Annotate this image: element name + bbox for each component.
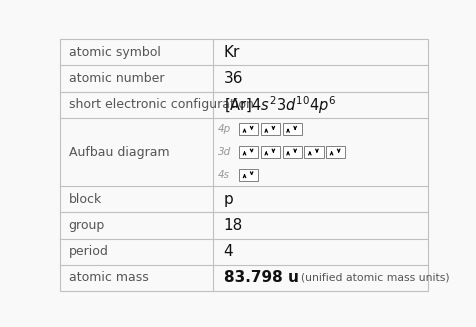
Text: $[\mathrm{Ar}]4s^{2}3d^{10}4p^{6}$: $[\mathrm{Ar}]4s^{2}3d^{10}4p^{6}$ xyxy=(224,94,336,116)
Text: group: group xyxy=(69,219,105,232)
Text: (unified atomic mass units): (unified atomic mass units) xyxy=(301,273,450,283)
Bar xyxy=(261,146,280,158)
Bar xyxy=(239,169,258,181)
Text: 4p: 4p xyxy=(218,124,231,134)
Text: atomic number: atomic number xyxy=(69,72,164,85)
Text: Aufbau diagram: Aufbau diagram xyxy=(69,146,169,159)
Bar xyxy=(261,123,280,135)
Text: 4s: 4s xyxy=(218,170,230,180)
Text: 4: 4 xyxy=(224,244,233,259)
Text: 36: 36 xyxy=(224,71,243,86)
Bar xyxy=(283,146,302,158)
Bar xyxy=(239,146,258,158)
Text: atomic symbol: atomic symbol xyxy=(69,46,160,59)
Text: Kr: Kr xyxy=(224,45,240,60)
Bar xyxy=(239,123,258,135)
Text: block: block xyxy=(69,193,102,206)
Text: short electronic configuration: short electronic configuration xyxy=(69,98,254,111)
Bar xyxy=(283,123,302,135)
Text: 3d: 3d xyxy=(218,147,231,157)
Text: period: period xyxy=(69,245,109,258)
Text: atomic mass: atomic mass xyxy=(69,271,149,284)
Bar xyxy=(305,146,324,158)
Bar xyxy=(326,146,346,158)
Text: 83.798 u: 83.798 u xyxy=(224,270,298,285)
Text: 18: 18 xyxy=(224,218,243,233)
Text: p: p xyxy=(224,192,233,207)
